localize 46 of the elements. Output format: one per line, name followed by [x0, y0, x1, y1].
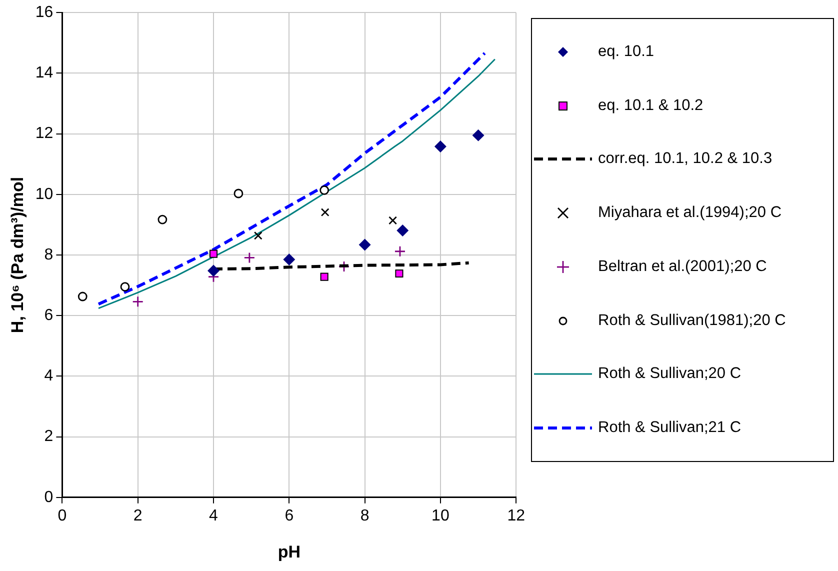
point	[320, 208, 330, 217]
x-tick-label: 2	[133, 507, 142, 524]
point	[320, 185, 330, 195]
y-tick-label: 14	[35, 64, 54, 82]
y-tick-label: 8	[44, 246, 54, 264]
y-tick-label: 12	[35, 125, 54, 142]
point	[158, 214, 168, 224]
point	[388, 216, 398, 225]
point	[120, 282, 130, 292]
point	[283, 254, 295, 266]
y-tick-label: 2	[44, 428, 54, 446]
x-axis-title: pH	[278, 542, 300, 562]
legend-label: Roth & Sullivan;20 C	[598, 365, 742, 384]
point	[320, 272, 328, 281]
y-tick-label: 10	[35, 186, 54, 203]
point	[244, 252, 256, 264]
legend-label: Roth & Sullivan(1981);20 C	[598, 312, 786, 330]
legend-label: eq. 10.1 & 10.2	[598, 96, 704, 115]
legend-label: Beltran et al.(2001);20 C	[598, 258, 767, 276]
y-tick-label: 16	[35, 4, 54, 22]
point	[359, 239, 370, 250]
point	[394, 246, 406, 258]
y-tick-label: 6	[44, 307, 54, 324]
x-tick-label: 8	[360, 507, 370, 524]
point	[472, 130, 484, 142]
point	[234, 188, 244, 198]
point	[254, 231, 262, 240]
point	[434, 140, 446, 152]
x-tick-label: 10	[432, 507, 450, 524]
legend-label: Miyahara et al.(1994);20 C	[598, 204, 782, 222]
y-tick-label: 0	[44, 488, 54, 506]
x-tick-label: 4	[209, 507, 218, 524]
legend-label: Roth & Sullivan;21 C	[598, 419, 742, 438]
point	[208, 265, 220, 276]
point	[78, 292, 88, 302]
x-tick-label: 0	[58, 507, 67, 524]
point	[132, 296, 144, 308]
legend-label: eq. 10.1	[598, 42, 654, 61]
y-tick-label: 4	[44, 368, 54, 385]
point	[395, 269, 404, 278]
y-axis-title: H, 10⁶ (Pa dm³)/mol	[8, 176, 27, 334]
point	[209, 250, 218, 258]
legend-label: corr.eq. 10.1, 10.2 & 10.3	[598, 150, 772, 168]
point	[396, 224, 408, 236]
x-tick-label: 12	[507, 507, 526, 524]
x-tick-label: 6	[284, 507, 294, 524]
